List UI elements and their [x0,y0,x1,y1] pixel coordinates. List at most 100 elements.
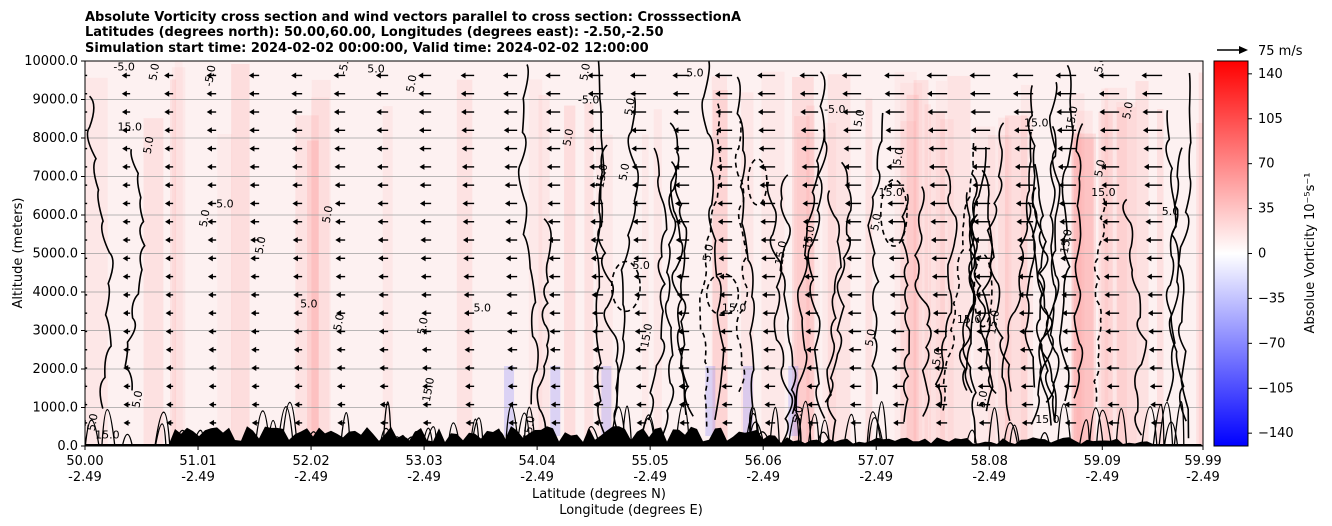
vorticity-band [822,122,837,446]
wind-vector-head [80,164,85,170]
wind-vector-head [721,383,727,390]
wind-vector-head [80,109,85,115]
wind-vector-head [291,90,297,97]
wind-vector-head [122,145,128,152]
wind-vector-head [1143,163,1149,170]
wind-vector-head [930,237,936,244]
wind-vector-head [420,237,426,244]
wind-vector-head [1106,383,1112,390]
vorticity-band [307,140,319,446]
wind-vector-head [249,163,255,170]
wind-vector-head [505,237,511,244]
wind-vector-head [802,182,808,189]
wind-vector-head [461,145,467,152]
wind-vector-head [550,383,556,390]
wind-vector-head [80,200,85,206]
contour-label: 5.0 [331,312,347,331]
wind-vector-head [841,72,847,79]
wind-vector-head [1019,346,1025,353]
contour-label: -5.0 [336,53,353,76]
wind-vector-head [972,200,978,207]
wind-vector-head [1059,237,1065,244]
vorticity-band [456,79,473,446]
y-tick-label: 8000.0 [33,131,79,146]
contour-line [1165,110,1177,402]
wind-vector-head [209,419,215,426]
wind-vector-head [504,163,510,170]
contour-label: 15.0 [722,301,747,314]
x-tick-label-lon: -2.49 [1186,470,1220,485]
wind-vector-head [1064,401,1070,408]
wind-vector-head [1098,72,1104,79]
wind-vector-head [759,163,765,170]
wind-vector-head [248,90,254,97]
wind-vector-head [206,109,212,116]
surface-contour [818,419,831,446]
contour-label: 15.0 [985,309,1002,335]
negative-vorticity-band [743,366,754,436]
contour-label: 15.0 [1063,105,1080,131]
x-tick-label-lon: -2.49 [181,470,215,485]
x-tick-label-lon: -2.49 [972,470,1006,485]
contour-line [1122,198,1148,436]
x-tick-label-lon: -2.49 [746,470,780,485]
wind-vector-head [207,255,213,262]
contour-label: 15.0 [1091,186,1116,199]
wind-vector-head [631,163,637,170]
wind-vector-head [633,237,639,244]
wind-vector-head [888,237,894,244]
wind-vector-head [763,346,769,353]
vorticity-band [538,94,550,446]
wind-vector-head [673,145,679,152]
contour-label: 15.0 [118,120,143,133]
wind-vector-head [80,127,85,133]
wind-vector-head [292,163,298,170]
wind-vector-head [886,145,892,152]
surface-contour [1173,401,1185,446]
wind-vector-head [807,419,813,426]
wind-vector-head [166,383,172,390]
wind-vector-head [592,346,598,353]
contour-label: 5.0 [216,197,234,210]
contour-line [779,174,797,415]
wind-vector-head [1017,273,1023,280]
wind-vector-head [1057,145,1063,152]
wind-vector-head [1055,72,1061,79]
vorticity-band [900,82,923,446]
wind-vector-head [379,383,385,390]
wind-vector-head [805,310,811,317]
wind-vector-head [722,419,728,426]
vorticity-band [806,105,815,446]
vorticity-band [85,77,108,446]
negative-vorticity-band [705,366,716,436]
wind-vector-head [291,72,297,79]
wind-vector-head [1145,237,1151,244]
wind-vector-head [630,72,636,79]
wind-vector-head [380,419,386,426]
wind-vector-head [335,237,341,244]
contour-label: 5.0 [367,63,385,76]
wind-vector-head [672,90,678,97]
wind-vector-head [207,163,213,170]
vorticity-band [998,117,1009,446]
wind-vector-head [206,90,212,97]
wind-vector-head [1061,291,1067,298]
wind-vector-head [1101,200,1107,207]
wind-vector-head [1012,72,1018,79]
contour-line [807,71,828,419]
wind-vector-head [591,291,597,298]
x-tick-label-lon: -2.49 [633,470,667,485]
contour-label: 5.0 [622,97,638,116]
wind-vector-head [251,365,257,372]
wind-vector-head [506,273,512,280]
wind-vector-head [334,200,340,207]
vorticity-band [1157,109,1164,446]
wind-vector-head [972,182,978,189]
wind-vector-head [757,90,763,97]
wind-vector-head [977,383,983,390]
wind-vector-head [587,72,593,79]
wind-vector-head [164,90,170,97]
wind-vector-head [1057,163,1063,170]
wind-vector-head [718,255,724,262]
wind-vector-head [85,237,86,244]
